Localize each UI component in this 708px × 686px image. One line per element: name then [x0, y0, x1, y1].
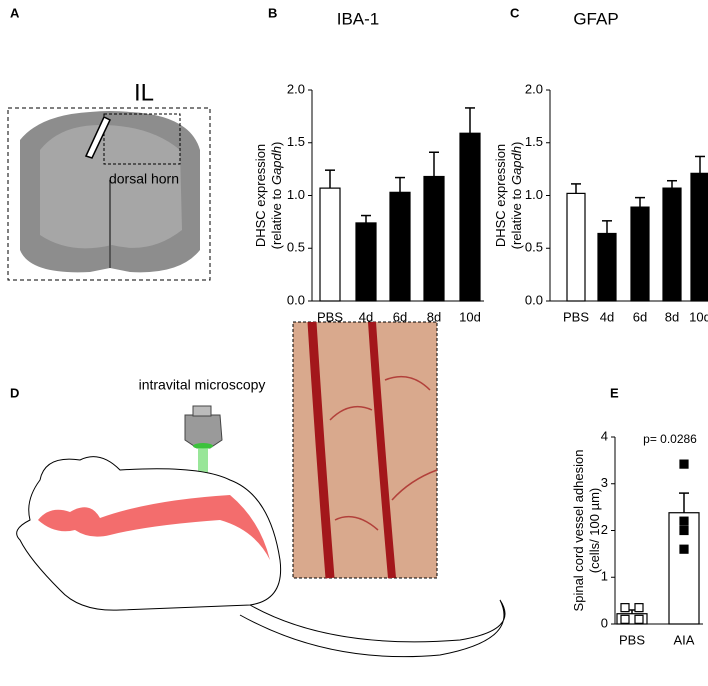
microscopy-label: intravital microscopy — [139, 377, 266, 393]
x-tick-label: 8d — [665, 309, 679, 324]
x-tick-label: 6d — [393, 309, 407, 324]
x-tick-label: 10d — [689, 309, 708, 324]
chart-title: GFAP — [573, 9, 618, 28]
vessel-photo — [292, 321, 438, 579]
x-tick-label: PBS — [563, 309, 589, 324]
y-axis-label: DHSC expression — [253, 144, 268, 247]
y-axis-label: (cells/ 100 µm) — [587, 488, 602, 574]
bar — [616, 613, 648, 625]
dorsal-horn-label: dorsal horn — [109, 171, 179, 187]
data-point — [679, 459, 689, 469]
x-tick-label: AIA — [674, 632, 695, 647]
panel-letter: B — [268, 5, 277, 20]
y-tick-label: 1.0 — [525, 187, 543, 202]
bar — [389, 191, 411, 302]
y-axis-label-part: ) — [509, 142, 524, 146]
y-tick-label: 4 — [601, 428, 608, 443]
y-tick-label: 2.0 — [525, 81, 543, 96]
bar — [423, 175, 445, 302]
data-point — [620, 614, 630, 624]
y-axis-label-part: (cells/ 100 µm) — [587, 488, 602, 574]
y-axis-label: Spinal cord vessel adhesion — [571, 450, 586, 612]
x-tick-label: 4d — [600, 309, 614, 324]
x-tick-label: 6d — [633, 309, 647, 324]
y-tick-label: 2.0 — [287, 81, 305, 96]
data-point — [620, 603, 630, 613]
il-label: IL — [134, 79, 154, 106]
y-axis-label-part: Spinal cord vessel adhesion — [571, 450, 586, 612]
y-axis-label-part: (relative to — [269, 185, 284, 249]
y-tick-label: 0.5 — [287, 240, 305, 255]
bar — [566, 192, 586, 302]
bar — [630, 206, 650, 302]
y-tick-label: 1.0 — [287, 187, 305, 202]
y-axis-label-part: Gapdh — [509, 146, 524, 185]
y-tick-label: 3 — [601, 475, 608, 490]
spinal-cord-image — [7, 107, 211, 281]
y-axis-label-part: (relative to — [509, 185, 524, 249]
y-tick-label: 1.5 — [287, 134, 305, 149]
y-axis-label-part: ) — [269, 142, 284, 146]
bar — [690, 172, 708, 302]
y-tick-label: 0.0 — [287, 292, 305, 307]
bar — [459, 132, 481, 302]
y-axis-label-part: DHSC expression — [493, 144, 508, 247]
x-tick-label: PBS — [619, 632, 645, 647]
x-tick-label: PBS — [317, 309, 343, 324]
y-tick-label: 2 — [601, 522, 608, 537]
data-point — [679, 544, 689, 554]
panel-letter: E — [610, 385, 619, 400]
x-tick-label: 4d — [359, 309, 373, 324]
data-point — [634, 614, 644, 624]
y-tick-label: 1.5 — [525, 134, 543, 149]
y-axis-label-part: Gapdh — [269, 146, 284, 185]
x-tick-label: 10d — [459, 309, 481, 324]
mouse-illustration — [16, 405, 506, 658]
y-tick-label: 1 — [601, 569, 608, 584]
bar — [355, 222, 377, 302]
panel-letter: D — [10, 385, 19, 400]
panel-letter: A — [10, 5, 20, 20]
bar — [662, 187, 682, 302]
data-point — [679, 525, 689, 536]
y-tick-label: 0.0 — [525, 292, 543, 307]
panel-letter: C — [510, 5, 520, 20]
y-tick-label: 0.5 — [525, 240, 543, 255]
data-point — [634, 603, 644, 613]
y-axis-label: (relative to Gapdh) — [269, 142, 284, 250]
annotation: p= 0.0286 — [643, 432, 697, 446]
chart-title: IBA-1 — [337, 9, 380, 28]
y-axis-label: DHSC expression — [493, 144, 508, 247]
x-tick-label: 8d — [427, 309, 441, 324]
bar — [319, 187, 341, 302]
bar — [597, 232, 617, 302]
y-axis-label: (relative to Gapdh) — [509, 142, 524, 250]
y-axis-label-part: DHSC expression — [253, 144, 268, 247]
data-point — [679, 516, 689, 526]
y-tick-label: 0 — [601, 615, 608, 630]
